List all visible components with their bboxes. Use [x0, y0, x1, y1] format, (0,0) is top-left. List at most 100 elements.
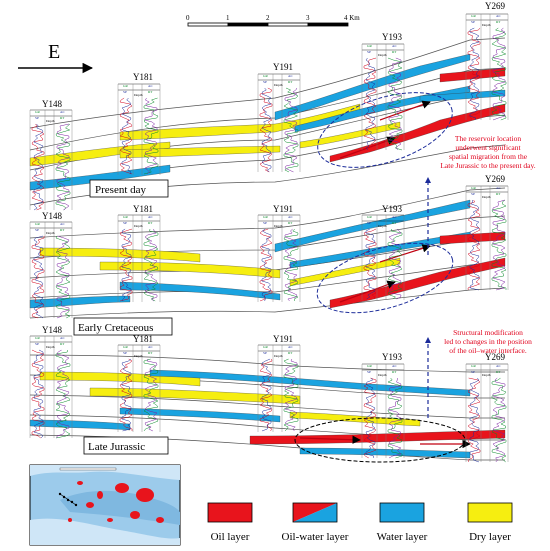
legend-item-0: Oil layer [207, 502, 253, 543]
well-label-y181: Y181 [133, 72, 153, 82]
log-header-2: AC [148, 345, 154, 349]
scale-tick-0: 0 [186, 14, 190, 22]
well-log-2: GR SP AC RT Depth [257, 73, 301, 173]
log-header-1: SP [123, 351, 127, 355]
log-header-2: AC [60, 110, 66, 114]
log-header-4: Depth [134, 354, 143, 358]
scale-tick-1: 1 [226, 14, 230, 22]
log-header-0: GR [471, 186, 477, 190]
direction-label: E [48, 41, 60, 63]
log-header-1: SP [367, 50, 371, 54]
log-header-2: AC [496, 14, 502, 18]
log-header-1: SP [35, 342, 39, 346]
well-label-y181-p2: Y181 [133, 204, 153, 214]
log-header-2: AC [148, 215, 154, 219]
log-header-3: RT [288, 221, 293, 225]
annotation-2: Structural modification led to changes i… [444, 328, 532, 355]
annotation-1-line-4: Late Jurassic to the present day. [440, 161, 535, 170]
log-header-1: SP [35, 228, 39, 232]
well-label-y191-p3: Y191 [273, 334, 293, 344]
well-label-y193-p2: Y193 [382, 204, 402, 214]
log-header-0: GR [471, 364, 477, 368]
log-header-1: SP [263, 351, 267, 355]
well-label-y148: Y148 [42, 99, 62, 109]
log-header-4: Depth [482, 23, 491, 27]
well-labels: Y148 Y181 Y191 Y193 Y269 Y148 Y181 Y191 … [42, 1, 505, 362]
legend-item-1: Oil-water layer [282, 502, 349, 543]
log-header-2: AC [288, 345, 294, 349]
scale-bar: 0 1 2 3 4 Km [186, 14, 360, 27]
stage-labels: Present day Early Cretaceous Late Jurass… [73, 179, 173, 455]
panel-late-jurassic [29, 354, 506, 463]
log-header-1: SP [123, 221, 127, 225]
annotation-2-line-3: of the oil–water interface. [449, 346, 527, 355]
log-header-0: GR [367, 364, 373, 368]
log-header-4: Depth [274, 83, 283, 87]
log-header-0: GR [123, 345, 129, 349]
annotation-2-line-2: led to changes in the position [444, 337, 532, 346]
log-header-3: RT [60, 116, 65, 120]
well-log-columns: GRSPACRTDepthGRSPACRTDepthGRSPACRTDepthG… [29, 13, 509, 463]
log-header-1: SP [471, 192, 475, 196]
annotation-1-line-3: spatial migration from the [449, 152, 528, 161]
legend-label-2: Water layer [377, 531, 428, 543]
log-header-3: RT [148, 351, 153, 355]
log-header-2: AC [148, 84, 154, 88]
well-log-8: GR SP AC RT Depth [361, 214, 405, 300]
well-log-11: GR SP AC RT Depth [117, 344, 161, 432]
log-header-3: RT [392, 50, 397, 54]
log-header-0: GR [35, 336, 41, 340]
log-header-3: RT [496, 20, 501, 24]
log-header-3: RT [392, 221, 397, 225]
log-header-3: RT [288, 80, 293, 84]
log-header-0: GR [367, 44, 373, 48]
annotation-1: The reservoir location underwent signifi… [440, 134, 535, 170]
log-header-4: Depth [378, 53, 387, 57]
log-header-3: RT [496, 370, 501, 374]
annotation-1-line-2: underwent significant [455, 143, 521, 152]
log-header-3: RT [148, 90, 153, 94]
log-header-0: GR [367, 215, 373, 219]
well-label-y148-p2: Y148 [42, 211, 62, 221]
legend-label-0: Oil layer [211, 531, 250, 543]
log-header-3: RT [288, 351, 293, 355]
log-header-2: AC [288, 74, 294, 78]
log-header-1: SP [263, 80, 267, 84]
scale-tick-2: 2 [266, 14, 270, 22]
log-header-2: AC [288, 215, 294, 219]
well-label-y269: Y269 [485, 1, 505, 11]
well-log-12: GR SP AC RT Depth [257, 344, 301, 432]
log-header-0: GR [123, 84, 129, 88]
log-header-2: AC [496, 364, 502, 368]
log-header-1: SP [35, 116, 39, 120]
log-header-1: SP [367, 370, 371, 374]
log-header-4: Depth [482, 195, 491, 199]
well-log-13: GR SP AC RT Depth [361, 363, 405, 459]
stage-early-cretaceous: Early Cretaceous [78, 322, 153, 334]
panel-early-cretaceous [29, 187, 506, 319]
log-header-0: GR [35, 222, 41, 226]
legend-label-1: Oil-water layer [282, 531, 349, 543]
well-log-14: GR SP AC RT Depth [465, 363, 509, 463]
direction-indicator: E [18, 41, 94, 74]
well-log-0: GR SP AC RT Depth [29, 109, 73, 211]
log-header-2: AC [392, 364, 398, 368]
log-header-1: SP [123, 90, 127, 94]
legend-item-2: Water layer [377, 502, 428, 543]
well-label-y148-p3: Y148 [42, 325, 62, 335]
log-header-1: SP [367, 221, 371, 225]
log-header-2: AC [496, 186, 502, 190]
log-header-4: Depth [378, 224, 387, 228]
log-header-4: Depth [46, 231, 55, 235]
legend-label-3: Dry layer [469, 531, 511, 543]
well-log-5: GR SP AC RT Depth [29, 221, 73, 319]
well-log-1: GR SP AC RT Depth [117, 83, 161, 175]
scale-tick-4: 4 Km [344, 14, 360, 22]
legend-item-3: Dry layer [467, 502, 513, 543]
log-header-2: AC [392, 44, 398, 48]
well-label-y193: Y193 [382, 32, 402, 42]
log-header-2: AC [60, 336, 66, 340]
log-header-3: RT [60, 342, 65, 346]
log-header-0: GR [263, 74, 269, 78]
log-header-2: AC [392, 215, 398, 219]
